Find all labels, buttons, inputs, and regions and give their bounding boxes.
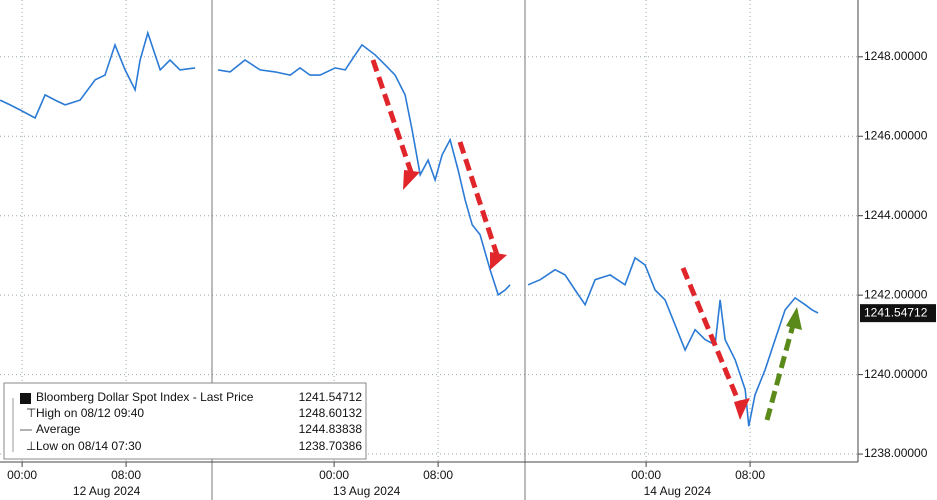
x-tick-label: 08:00: [423, 468, 453, 482]
legend-box: [3, 382, 367, 460]
arrowhead: [403, 170, 420, 190]
arrowhead: [734, 398, 750, 420]
y-tick-label: 1244.00000: [864, 208, 928, 222]
y-tick-label: 1242.00000: [864, 287, 928, 301]
last-price-label: 1241.54712: [864, 305, 928, 319]
y-tick-label: 1248.00000: [864, 49, 928, 63]
y-tick-label: 1240.00000: [864, 367, 928, 381]
x-tick-label: 00:00: [7, 468, 37, 482]
legend-value: 1244.83838: [299, 422, 363, 436]
x-tick-label: 00:00: [631, 468, 661, 482]
legend-label: High on 08/12 09:40: [36, 406, 144, 420]
x-tick-label: 00:00: [319, 468, 349, 482]
arrow: [370, 59, 415, 176]
legend-label: Bloomberg Dollar Spot Index - Last Price: [36, 390, 254, 404]
legend-value: 1238.70386: [299, 439, 363, 453]
date-label: 12 Aug 2024: [73, 484, 141, 498]
y-tick-label: 1238.00000: [864, 446, 928, 460]
arrow: [680, 267, 743, 406]
legend-label: Low on 08/14 07:30: [36, 439, 142, 453]
legend-value: 1248.60132: [299, 406, 363, 420]
x-tick-label: 08:00: [735, 468, 765, 482]
legend-label: Average: [36, 422, 81, 436]
plot: [0, 30, 819, 427]
date-label: 13 Aug 2024: [333, 484, 401, 498]
arrow: [457, 141, 500, 256]
legend-swatch: [20, 393, 31, 404]
date-label: 14 Aug 2024: [644, 484, 712, 498]
legend-value: 1241.54712: [299, 390, 363, 404]
y-tick-label: 1246.00000: [864, 128, 928, 142]
legend-icon: ⊤: [26, 406, 36, 420]
arrow: [764, 324, 796, 421]
arrowhead: [786, 307, 802, 330]
legend-icon: ⊥: [26, 439, 36, 453]
x-tick-label: 08:00: [111, 468, 141, 482]
arrowhead: [490, 252, 507, 270]
last-price-tag: [860, 304, 936, 323]
legend: Bloomberg Dollar Spot Index - Last Price…: [3, 382, 367, 460]
price-line: [0, 30, 819, 427]
annotation-arrows: [370, 59, 796, 421]
